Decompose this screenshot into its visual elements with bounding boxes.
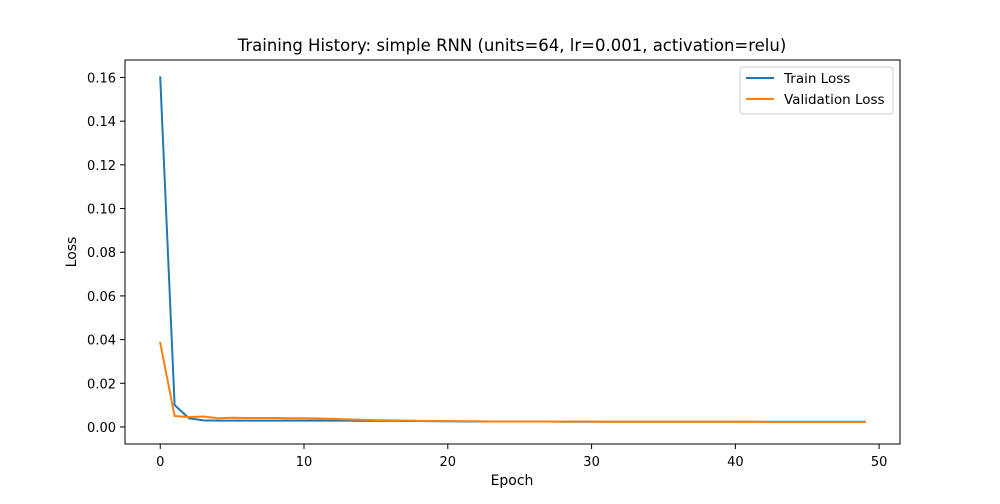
x-tick-label: 40 bbox=[727, 455, 744, 470]
y-tick-label: 0.14 bbox=[87, 115, 116, 130]
y-axis-label: Loss bbox=[64, 237, 80, 268]
y-tick-label: 0.02 bbox=[87, 377, 116, 392]
x-tick-label: 0 bbox=[156, 455, 164, 470]
series-line-train-loss bbox=[159, 76, 866, 423]
legend: Train Loss Validation Loss bbox=[739, 66, 894, 115]
x-tick-label: 10 bbox=[296, 455, 313, 470]
x-axis-label: Epoch bbox=[491, 473, 534, 489]
legend-box bbox=[739, 66, 894, 115]
y-tick-label: 0.12 bbox=[87, 159, 116, 174]
y-tick-label: 0.16 bbox=[87, 71, 116, 86]
y-tick-label: 0.08 bbox=[87, 246, 116, 261]
x-tick-label: 30 bbox=[583, 455, 600, 470]
y-tick-label: 0.06 bbox=[87, 290, 116, 305]
series-line-validation-loss bbox=[159, 341, 866, 423]
legend-label-train-loss: Train Loss bbox=[783, 71, 850, 87]
x-axis: 0 10 20 30 40 50 bbox=[156, 444, 887, 470]
series-layer bbox=[159, 76, 866, 423]
x-tick-label: 20 bbox=[440, 455, 457, 470]
legend-label-validation-loss: Validation Loss bbox=[784, 92, 885, 108]
y-tick-label: 0.04 bbox=[87, 334, 116, 349]
plot-area-frame bbox=[124, 59, 901, 445]
y-tick-label: 0.00 bbox=[87, 421, 116, 436]
y-axis: 0.00 0.02 0.04 0.06 0.08 0.10 0.12 0.14 0.16 bbox=[87, 71, 125, 436]
y-tick-label: 0.10 bbox=[87, 203, 116, 218]
chart-title: Training History: simple RNN (units=64, … bbox=[237, 36, 787, 55]
x-tick-label: 50 bbox=[871, 455, 888, 470]
